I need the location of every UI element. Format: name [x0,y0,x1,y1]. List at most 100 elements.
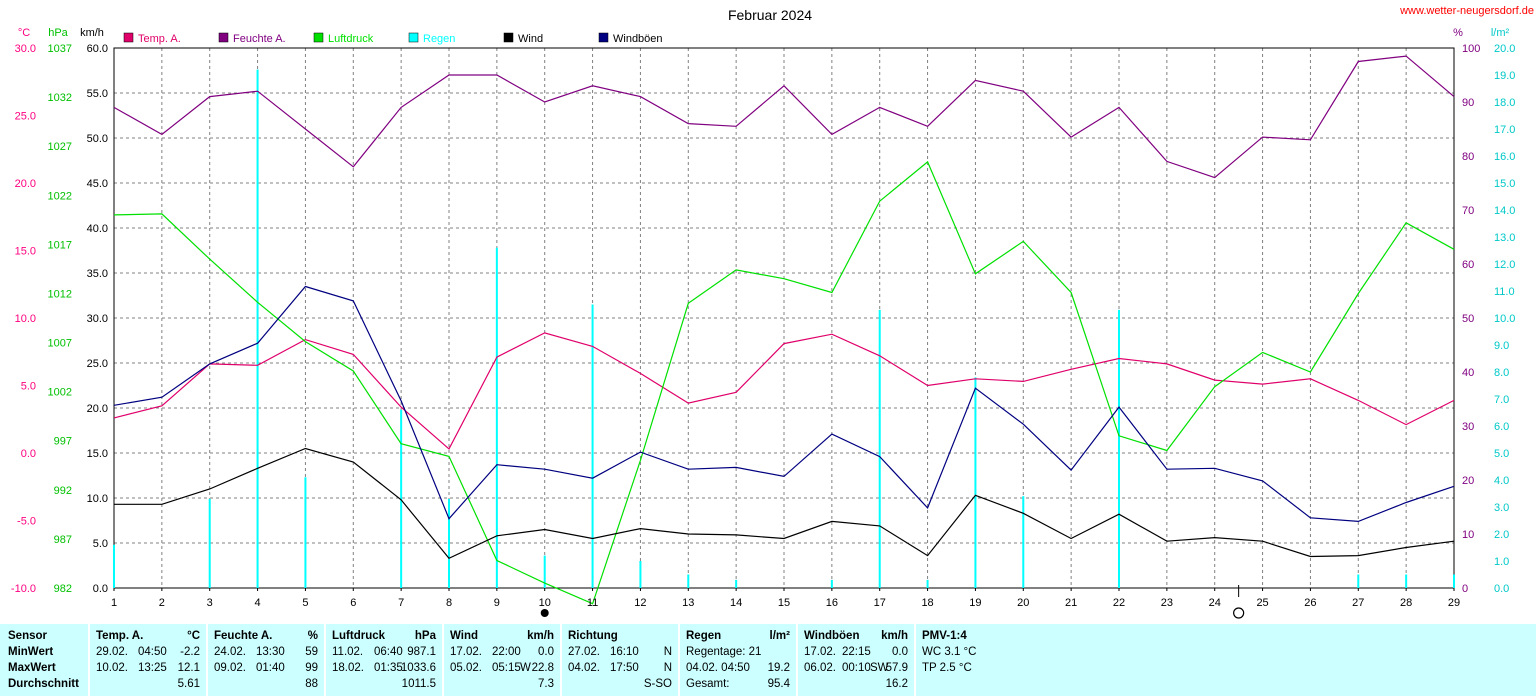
stats-luftdruck-max-time: 01:35 [374,662,403,674]
stats-luftdruck-min-time: 06:40 [374,646,403,658]
stats-temp-max-time: 13:25 [138,662,167,674]
stats-row-min-label: MinWert [8,646,54,658]
legend-swatch [218,32,229,43]
stats-feuchte-avg-value: 88 [305,678,318,690]
axis-tick-rain: 18.0 [1494,97,1515,109]
axis-tick-rain: 14.0 [1494,205,1515,217]
stats-boeen-avg-value: 16.2 [885,678,908,690]
axis-tick-humidity: 70 [1462,205,1474,217]
axis-tick-wind: 25.0 [87,358,108,370]
stats-boeen-max-value: 57.9 [885,662,908,674]
stats-luftdruck-avg-value: 1011.5 [401,678,436,690]
axis-tick-rain: 17.0 [1494,124,1515,136]
axis-tick-rain: 3.0 [1494,502,1509,514]
stats-richtung-max-time: 17:50 [610,662,639,674]
stats-pmv-tp: TP 2.5 °C [922,662,972,674]
axis-tick-wind: 50.0 [87,133,108,145]
x-tick-label: 2 [159,597,165,609]
x-tick-label: 15 [778,597,790,609]
stats-col-richtung: Richtung 27.02. 16:10 N 04.02. 17:50 N S… [560,624,678,696]
stats-wind-max-dir: W [520,662,531,674]
rain-bar [208,498,211,588]
weather-chart: Februar 2024-10.0-5.00.05.010.015.020.02… [11,7,1515,619]
stats-wind-avg-value: 7.3 [538,678,554,690]
axis-tick-rain: 10.0 [1494,313,1515,325]
axis-tick-pressure: 1002 [48,387,72,399]
stats-col-regen: Regen l/m² Regentage: 21 04.02. 04:50 19… [678,624,796,696]
axis-tick-pressure: 992 [54,485,72,497]
rain-bar [448,498,450,588]
stats-feuchte-min-value: 59 [305,646,318,658]
axis-tick-temp: 25.0 [15,111,36,123]
stats-boeen-unit: km/h [881,630,908,642]
x-tick-label: 20 [1017,597,1029,609]
stats-regen-days: Regentage: 21 [686,646,762,658]
axis-tick-humidity: 100 [1462,43,1480,55]
stats-temp-min-time: 04:50 [138,646,167,658]
rain-bar [256,69,259,589]
stats-pmv-title: PMV-1:4 [922,630,967,642]
series-line-feuchte-a [113,55,1455,179]
axis-tick-pressure: 1037 [48,43,72,55]
stats-regen-max-value: 19.2 [767,662,790,674]
stats-richtung-min-time: 16:10 [610,646,639,658]
axis-tick-humidity: 50 [1462,313,1474,325]
stats-luftdruck-min-value: 987.1 [407,646,436,658]
stats-col-sensor: Sensor MinWert MaxWert Durchschnitt [0,624,88,696]
x-tick-label: 8 [446,597,452,609]
stats-boeen-max-dir: SW [870,662,889,674]
axis-tick-pressure: 1012 [48,288,72,300]
axis-tick-wind: 5.0 [93,538,108,550]
axis-tick-rain: 19.0 [1494,70,1515,82]
axis-tick-humidity: 90 [1462,97,1474,109]
axis-tick-pressure: 1017 [48,239,72,251]
axis-tick-wind: 60.0 [87,43,108,55]
axis-tick-humidity: 0 [1462,583,1468,595]
axis-tick-temp: 5.0 [21,381,36,393]
stats-temp-max-date: 10.02. [96,662,128,674]
stats-boeen-min-date: 17.02. [804,646,836,658]
stats-regen-unit: l/m² [769,630,790,642]
stats-temp-title: Temp. A. [96,630,144,642]
x-tick-label: 4 [255,597,261,609]
axis-tick-temp: 10.0 [15,313,36,325]
axis-tick-humidity: 30 [1462,421,1474,433]
x-tick-label: 3 [207,597,213,609]
axis-tick-humidity: 80 [1462,151,1474,163]
x-tick-label: 9 [494,597,500,609]
x-tick-label: 1 [111,597,117,609]
axis-tick-rain: 6.0 [1494,421,1509,433]
rain-bar [830,579,833,588]
axis-tick-rain: 1.0 [1494,556,1509,568]
stats-regen-title: Regen [686,630,722,642]
stats-wind-min-date: 17.02. [450,646,482,658]
site-url[interactable]: www.wetter-neugersdorf.de [1400,5,1534,17]
x-tick-label: 28 [1400,597,1412,609]
x-tick-label: 12 [634,597,646,609]
axis-tick-temp: 15.0 [15,246,36,258]
axis-tick-wind: 35.0 [87,268,108,280]
axis-tick-humidity: 40 [1462,367,1474,379]
legend-swatch [313,32,324,43]
rain-bar [1453,574,1455,588]
stats-temp-unit: °C [187,630,200,642]
stats-luftdruck-max-value: 1033.6 [400,662,436,674]
rain-bar [591,304,594,588]
stats-feuchte-title: Feuchte A. [214,630,273,642]
stats-table: Sensor MinWert MaxWert Durchschnitt Temp… [0,624,1536,696]
stats-wind-min-time: 22:00 [492,646,521,658]
stats-boeen-min-time: 22:15 [842,646,871,658]
stats-feuchte-max-value: 99 [305,662,318,674]
axis-tick-pressure: 987 [54,534,72,546]
rain-bar [304,477,307,588]
stats-richtung-min-value: N [663,646,672,658]
stats-luftdruck-max-date: 18.02. [332,662,364,674]
x-tick-label: 17 [874,597,886,609]
rain-bar [495,247,498,589]
stats-temp-min-date: 29.02. [96,646,128,658]
rain-bar [1405,574,1408,588]
stats-feuchte-min-date: 24.02. [214,646,246,658]
stats-regen-total-value: 95.4 [767,678,790,690]
axis-tick-pressure: 1022 [48,190,72,202]
axis-tick-rain: 20.0 [1494,43,1515,55]
